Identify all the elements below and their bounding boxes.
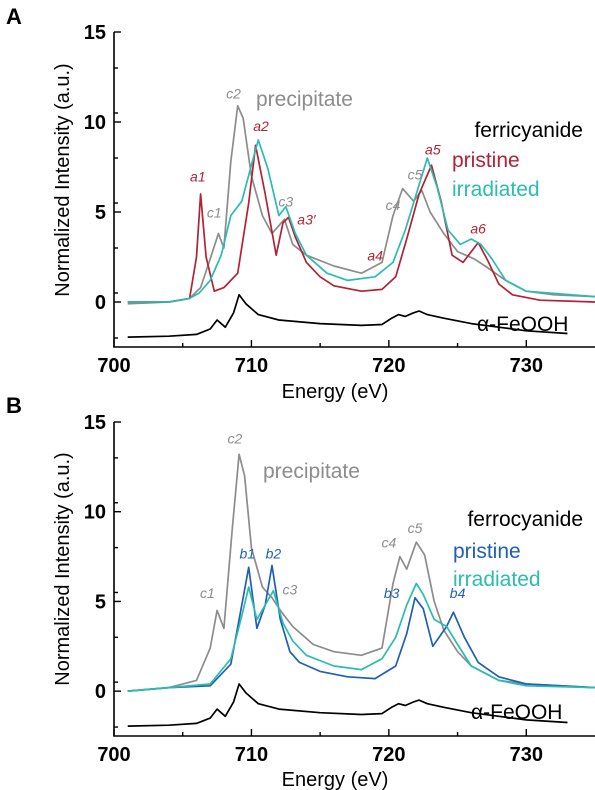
legend-pristine: pristine	[453, 540, 521, 563]
y-axis-title: Normalized Intensity (a.u.)	[52, 452, 74, 685]
legend-irradiated: irradiated	[452, 178, 540, 201]
x-tick-label: 710	[235, 744, 268, 766]
peak-label: b2	[266, 545, 282, 561]
y-axis-title: Normalized Intensity (a.u.)	[52, 63, 74, 296]
peak-label: c5	[408, 520, 423, 536]
peak-label: c3	[283, 581, 298, 597]
legend-ferrocyanide: ferrocyanide	[467, 508, 583, 531]
series-line-pristine	[127, 144, 595, 303]
x-axis-title: Energy (eV)	[282, 381, 389, 403]
x-tick-label: 720	[372, 355, 405, 377]
x-tick-label: 710	[235, 355, 268, 377]
x-tick-label: 730	[510, 355, 543, 377]
peak-label: c2	[228, 431, 243, 447]
y-tick-label: 10	[84, 502, 106, 524]
y-tick-label: 5	[95, 591, 106, 613]
peak-label: b3	[384, 585, 400, 601]
series-line-pristine	[127, 564, 595, 692]
panel-a: A Normalized Intensity (a.u.) Energy (eV…	[6, 4, 595, 403]
peak-label: c2	[226, 86, 241, 102]
series-line-precipitate	[127, 104, 595, 305]
panel-b: B Normalized Intensity (a.u.) Energy (eV…	[6, 393, 595, 790]
legend-irradiated: irradiated	[453, 568, 541, 591]
y-tick-label: 10	[84, 112, 106, 134]
series-line-irradiated	[127, 582, 595, 692]
series-line-precipitate	[127, 453, 595, 692]
peak-label: b1	[240, 545, 256, 561]
peak-label: c5	[408, 167, 423, 183]
peak-label: a6	[470, 221, 486, 237]
panel-letter: A	[6, 4, 22, 29]
reference-label: α-FeOOH	[477, 313, 568, 336]
legend-precipitate: precipitate	[263, 460, 360, 483]
reference-label: α-FeOOH	[471, 701, 562, 724]
peak-label: c4	[386, 197, 401, 213]
peak-label: a4	[367, 248, 383, 264]
series-line-feooh	[127, 683, 568, 727]
peak-label: c4	[381, 535, 396, 551]
peak-label: a2	[253, 118, 269, 134]
peak-label: c1	[200, 585, 215, 601]
legend-ferricyanide: ferricyanide	[474, 119, 583, 142]
panel-letter: B	[6, 393, 22, 418]
y-tick-label: 0	[95, 681, 106, 703]
legend-precipitate: precipitate	[256, 88, 353, 111]
peak-label: c3	[278, 194, 293, 210]
series-line-feooh	[127, 293, 568, 338]
x-tick-label: 700	[97, 355, 130, 377]
y-tick-label: 5	[95, 202, 106, 224]
x-tick-label: 720	[372, 744, 405, 766]
peak-label: a5	[425, 141, 441, 157]
peak-label: a3′	[297, 212, 317, 228]
legend-pristine: pristine	[452, 149, 520, 172]
x-tick-label: 730	[510, 744, 543, 766]
y-tick-label: 0	[95, 292, 106, 314]
peak-label: c1	[207, 204, 222, 220]
y-tick-label: 15	[84, 22, 106, 44]
peak-label: b4	[450, 585, 466, 601]
x-axis-title: Energy (eV)	[282, 769, 389, 790]
series-line-irradiated	[127, 139, 595, 303]
peak-label: a1	[190, 168, 206, 184]
x-tick-label: 700	[97, 744, 130, 766]
y-tick-label: 15	[84, 412, 106, 434]
